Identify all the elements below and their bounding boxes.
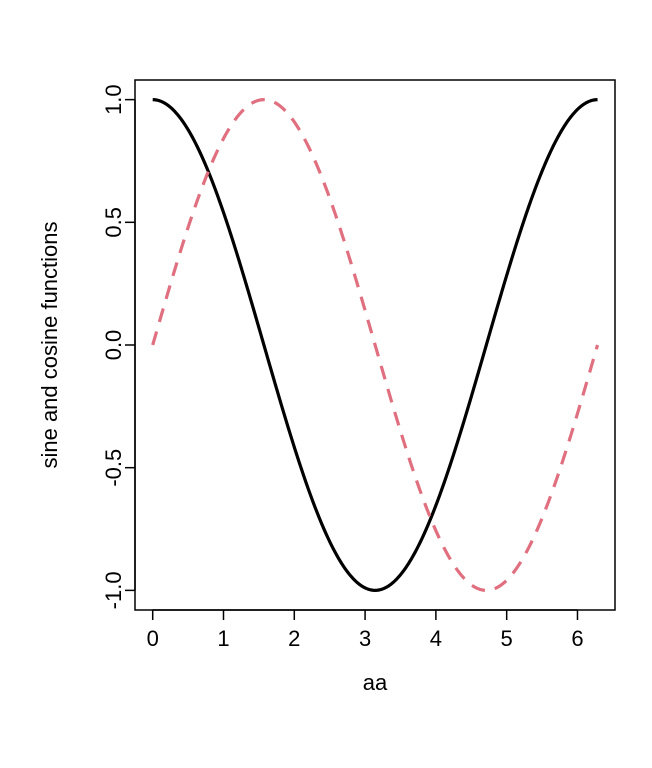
chart-container: 0 1 2 3 4 5 6 -1.0 -0.5 0.0 0.5 1.0 aa sine and cosin… <box>0 0 652 768</box>
y-tick-label: -1.0 <box>101 571 126 609</box>
y-tick-label: -0.5 <box>101 449 126 487</box>
x-tick-label: 6 <box>571 626 583 651</box>
y-tick-label: 1.0 <box>101 84 126 115</box>
x-tick-label: 0 <box>147 626 159 651</box>
y-tick-label: 0.5 <box>101 207 126 238</box>
x-tick-label: 4 <box>430 626 442 651</box>
x-tick-label: 5 <box>501 626 513 651</box>
y-tick-label: 0.0 <box>101 330 126 361</box>
x-axis-label: aa <box>363 670 388 695</box>
x-tick-label: 3 <box>359 626 371 651</box>
line-chart: 0 1 2 3 4 5 6 -1.0 -0.5 0.0 0.5 1.0 aa sine and cosin… <box>0 0 652 768</box>
x-tick-label: 2 <box>288 626 300 651</box>
x-tick-label: 1 <box>217 626 229 651</box>
y-axis-label: sine and cosine functions <box>37 221 62 468</box>
